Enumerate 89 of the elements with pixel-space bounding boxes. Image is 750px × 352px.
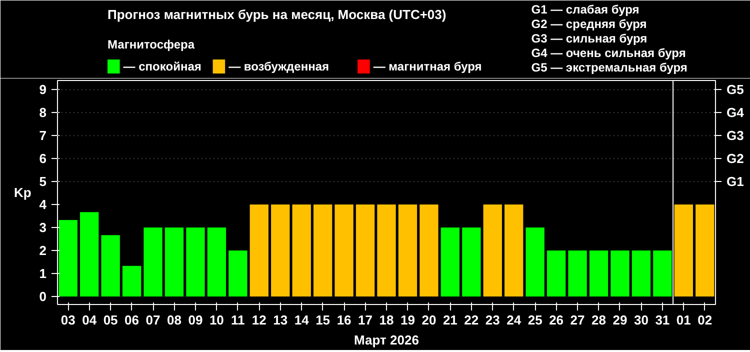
x-tick-label: 06 bbox=[124, 312, 140, 328]
bar bbox=[526, 228, 544, 296]
y-tick-label: 1 bbox=[39, 266, 47, 281]
bar bbox=[610, 250, 630, 296]
bar bbox=[101, 235, 120, 296]
x-tick-label: 25 bbox=[528, 312, 542, 328]
x-tick-label: 11 bbox=[231, 312, 245, 328]
ref-line-label: G3 bbox=[726, 128, 744, 144]
y-tick-label: 8 bbox=[39, 105, 47, 120]
x-tick-label: 24 bbox=[506, 312, 522, 328]
bar bbox=[398, 204, 418, 296]
legend-label: — спокойная bbox=[123, 60, 202, 74]
bar bbox=[164, 228, 184, 296]
x-tick-label: 16 bbox=[336, 312, 352, 328]
ref-line-label: G5 bbox=[726, 82, 744, 98]
bar bbox=[250, 204, 268, 296]
bar bbox=[271, 204, 290, 296]
text: G5 — экстремальная буря bbox=[531, 60, 688, 74]
x-tick-label: 30 bbox=[634, 312, 648, 328]
x-tick-label: 20 bbox=[422, 312, 436, 328]
bar bbox=[80, 212, 99, 296]
bar bbox=[58, 220, 78, 296]
bar bbox=[462, 228, 481, 296]
x-tick-label: 14 bbox=[294, 312, 310, 328]
x-tick-label: 19 bbox=[400, 312, 415, 328]
bar bbox=[420, 204, 438, 296]
legend-label: — магнитная буря bbox=[373, 60, 482, 74]
y-tick-label: 9 bbox=[39, 82, 47, 98]
bar bbox=[207, 228, 226, 296]
legend-label: — возбужденная bbox=[228, 60, 330, 74]
x-tick-label: 17 bbox=[358, 312, 373, 328]
bar bbox=[356, 204, 375, 296]
x-tick-label: 15 bbox=[316, 312, 330, 328]
x-tick-label: 13 bbox=[273, 312, 288, 328]
x-tick-label: 22 bbox=[464, 312, 479, 328]
bar bbox=[504, 204, 524, 296]
x-tick-label: 09 bbox=[188, 312, 203, 328]
bar bbox=[440, 228, 460, 296]
x-tick-label: 23 bbox=[485, 312, 500, 328]
x-tick-label: 26 bbox=[549, 312, 564, 328]
text: G4 — очень сильная буря bbox=[531, 46, 686, 60]
x-tick-label: 31 bbox=[655, 312, 670, 328]
y-tick-label: 7 bbox=[39, 128, 47, 144]
y-tick-label: 5 bbox=[39, 174, 47, 190]
x-tick-label: 10 bbox=[209, 312, 224, 328]
bar bbox=[292, 204, 311, 296]
bar bbox=[313, 204, 332, 296]
bar bbox=[334, 204, 354, 296]
x-tick-label: 29 bbox=[612, 312, 628, 328]
bar bbox=[589, 250, 608, 296]
ref-line-label: G1 bbox=[726, 174, 744, 190]
bar bbox=[186, 228, 205, 296]
bar bbox=[144, 228, 162, 296]
bar bbox=[632, 250, 651, 296]
text: G2 — средняя буря bbox=[531, 17, 647, 31]
y-axis-title: Kp bbox=[14, 185, 32, 200]
bar bbox=[653, 250, 672, 296]
x-tick-label: 01 bbox=[676, 312, 691, 328]
ref-line-label: G4 bbox=[726, 105, 745, 120]
x-tick-label: 03 bbox=[60, 312, 76, 328]
legend-title: Магнитосфера bbox=[108, 38, 195, 52]
text: G1 — слабая буря bbox=[531, 2, 640, 16]
bar bbox=[674, 204, 693, 296]
bar bbox=[377, 204, 396, 296]
y-tick-label: 6 bbox=[39, 151, 47, 166]
bar bbox=[696, 204, 714, 296]
y-tick-label: 4 bbox=[39, 197, 48, 212]
y-tick-label: 2 bbox=[39, 243, 47, 258]
bar bbox=[568, 250, 587, 296]
x-tick-label: 21 bbox=[442, 312, 458, 328]
x-axis-title: Март 2026 bbox=[354, 332, 419, 348]
y-tick-label: 3 bbox=[39, 220, 47, 236]
y-tick-label: 0 bbox=[39, 288, 47, 304]
text: G3 — сильная буря bbox=[531, 32, 648, 46]
x-tick-label: 04 bbox=[82, 312, 98, 328]
bar bbox=[546, 250, 566, 296]
ref-line-label: G2 bbox=[726, 151, 744, 166]
x-tick-label: 02 bbox=[698, 312, 712, 328]
x-tick-label: 27 bbox=[570, 312, 585, 328]
x-tick-label: 07 bbox=[146, 312, 160, 328]
x-tick-label: 18 bbox=[379, 312, 394, 328]
bar bbox=[483, 204, 502, 296]
x-tick-label: 05 bbox=[103, 312, 118, 328]
x-tick-label: 08 bbox=[167, 312, 182, 328]
x-tick-label: 28 bbox=[592, 312, 606, 328]
x-tick-label: 12 bbox=[252, 312, 266, 328]
bar bbox=[122, 266, 142, 296]
bar bbox=[228, 250, 248, 296]
chart-title: Прогноз магнитных бурь на месяц, Москва (UTC+03) bbox=[108, 7, 446, 22]
